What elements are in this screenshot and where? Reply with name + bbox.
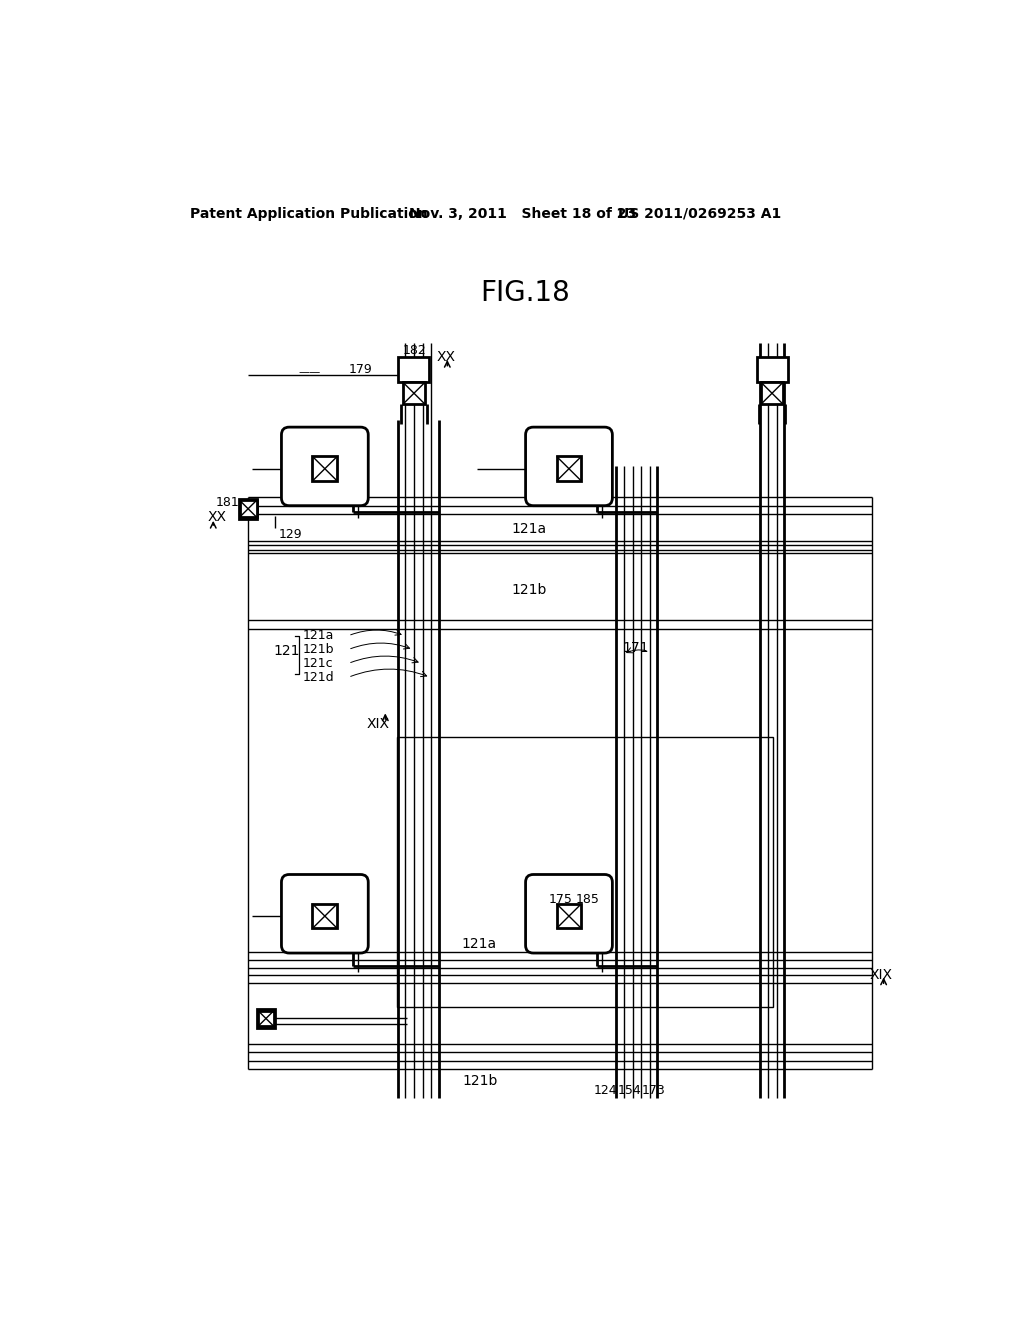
Text: 121b: 121b — [302, 643, 334, 656]
Bar — [257, 1010, 275, 1028]
Text: 129: 129 — [280, 528, 303, 541]
Bar — [240, 500, 257, 517]
Text: 121c: 121c — [302, 657, 333, 671]
Text: 154: 154 — [617, 1084, 642, 1097]
Bar — [557, 457, 582, 480]
Text: Nov. 3, 2011   Sheet 18 of 23: Nov. 3, 2011 Sheet 18 of 23 — [409, 207, 636, 220]
Bar — [258, 1011, 273, 1026]
Bar — [312, 904, 337, 928]
Text: 121a: 121a — [461, 937, 497, 950]
Bar — [557, 904, 582, 928]
Bar — [312, 457, 337, 480]
Text: XX: XX — [208, 511, 227, 524]
Text: 121a: 121a — [302, 630, 334, 643]
Text: FIG.18: FIG.18 — [480, 279, 569, 308]
FancyBboxPatch shape — [282, 875, 369, 953]
Text: 121a: 121a — [512, 521, 547, 536]
Text: 185: 185 — [575, 894, 600, 907]
Text: XIX: XIX — [869, 968, 893, 982]
Text: ——: —— — [299, 367, 321, 378]
Text: 175: 175 — [549, 894, 572, 907]
Bar — [403, 383, 425, 404]
FancyBboxPatch shape — [525, 875, 612, 953]
Text: 121d: 121d — [302, 671, 334, 684]
FancyBboxPatch shape — [282, 428, 369, 506]
Text: 121b: 121b — [512, 582, 547, 597]
Text: 179: 179 — [349, 363, 373, 376]
Text: 121b: 121b — [463, 1074, 498, 1088]
Bar — [761, 383, 783, 404]
FancyBboxPatch shape — [525, 428, 612, 506]
Text: 124: 124 — [594, 1084, 617, 1097]
Bar — [239, 499, 257, 519]
Text: 182: 182 — [402, 345, 426, 358]
Text: 181: 181 — [216, 496, 240, 510]
Text: 171: 171 — [623, 642, 649, 655]
Bar — [398, 358, 429, 381]
Text: 173: 173 — [642, 1084, 666, 1097]
Text: 121: 121 — [273, 644, 300, 659]
Text: XIX: XIX — [367, 717, 390, 731]
Text: Patent Application Publication: Patent Application Publication — [190, 207, 428, 220]
Text: US 2011/0269253 A1: US 2011/0269253 A1 — [617, 207, 781, 220]
Bar — [397, 738, 773, 1007]
Bar — [757, 358, 787, 381]
Text: XX: XX — [436, 350, 456, 364]
